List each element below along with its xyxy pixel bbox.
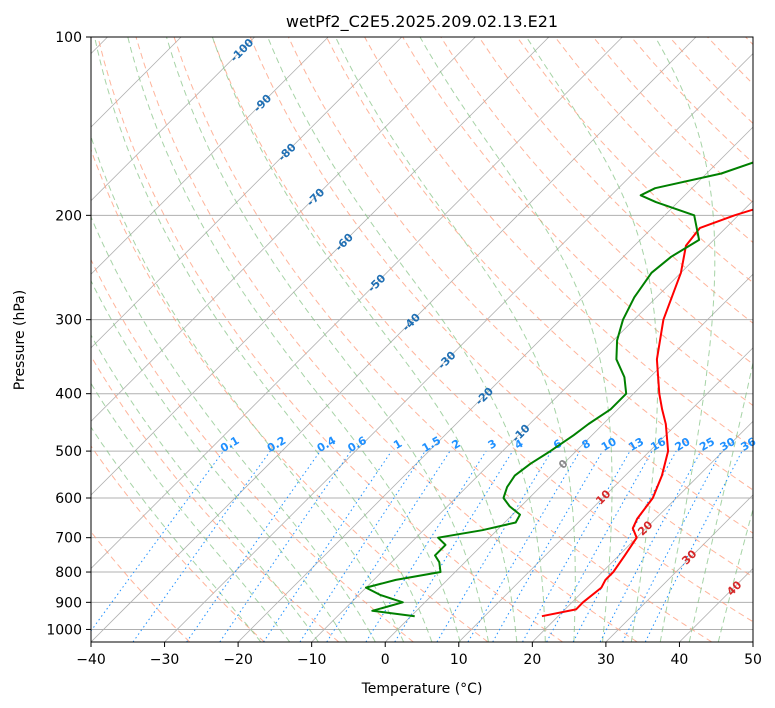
isotherm-line: [91, 37, 403, 349]
mixing-ratio-line: [326, 450, 451, 642]
isotherm-line: [164, 52, 753, 642]
moist-adiabat: [654, 37, 716, 642]
x-axis: −40 −30 −20 −10 0 10 20 30 40 50: [76, 642, 762, 668]
profiles: [365, 161, 753, 618]
isotherm-line: [384, 273, 753, 642]
dry-adiabat: [211, 37, 753, 623]
y-tick-label: 100: [55, 30, 82, 46]
dry-adiabat: [91, 258, 414, 642]
moist-adiabat: [94, 37, 433, 642]
x-tick-label: 20: [523, 652, 541, 668]
isotherm-line: [91, 37, 697, 642]
dry-adiabat: [287, 37, 753, 534]
isotherm-line: [605, 494, 753, 642]
y-tick-label: 1000: [46, 622, 82, 638]
moist-adiabat: [91, 334, 319, 642]
y-axis-label: Pressure (hPa): [12, 290, 28, 390]
y-tick-label: 400: [55, 387, 82, 403]
x-axis-label: Temperature (°C): [361, 681, 483, 697]
isotherm-line: [91, 37, 623, 570]
moist-adiabat: [688, 360, 753, 642]
mixing-ratio-line: [599, 450, 702, 642]
mixing-ratio-line: [572, 450, 677, 642]
dry-adiabat: [91, 445, 265, 642]
x-tick-label: −20: [223, 652, 253, 668]
y-tick-label: 700: [55, 531, 82, 547]
isotherm-line: [91, 37, 550, 496]
moist-adiabat: [91, 135, 405, 642]
y-axis: 100 200 300 400 500 600 700 800 900 1000: [46, 30, 91, 638]
dry-adiabat: [249, 37, 753, 578]
isotherm-line: [237, 126, 753, 642]
plot-background: [91, 37, 753, 642]
dewpoint-profile: [365, 161, 753, 618]
moist-adiabat: [91, 215, 376, 642]
y-tick-label: 500: [55, 444, 82, 460]
temperature-profile: [541, 208, 753, 618]
isotherm-line: [752, 641, 753, 642]
y-tick-label: 900: [55, 595, 82, 611]
moist-adiabat: [211, 37, 518, 642]
x-tick-label: −40: [76, 652, 106, 668]
background-lines: [91, 37, 753, 642]
mixing-ratio-line: [394, 450, 514, 642]
mixing-ratio-line: [467, 450, 581, 642]
moist-adiabat: [91, 426, 262, 642]
x-tick-label: −10: [297, 652, 327, 668]
plot-frame: [90, 36, 754, 643]
mixing-ratio-line: [365, 450, 487, 642]
y-tick-label: 200: [55, 208, 82, 224]
y-tick-label: 800: [55, 565, 82, 581]
dry-adiabat: [326, 37, 753, 491]
chart-title: wetPf2_C2E5.2025.209.02.13.E21: [286, 12, 558, 32]
isotherm-line: [458, 347, 753, 642]
dry-adiabat: [173, 37, 713, 642]
x-tick-label: 10: [450, 652, 468, 668]
moist-adiabat: [335, 37, 576, 642]
x-tick-label: 40: [671, 652, 689, 668]
isotherm-line: [91, 37, 255, 202]
mixing-ratio-line: [299, 450, 426, 642]
y-tick-label: 600: [55, 491, 82, 507]
moist-adiabat: [419, 37, 613, 642]
isotherm-line: [91, 37, 329, 275]
x-tick-label: 0: [381, 652, 390, 668]
x-tick-label: 30: [597, 652, 615, 668]
moist-adiabat: [127, 37, 461, 642]
moist-adiabat: [91, 382, 291, 642]
mixing-ratio-line: [436, 450, 552, 642]
isotherm-line: [91, 37, 476, 422]
moist-adiabat: [525, 37, 659, 642]
mixing-ratio-line: [263, 450, 392, 642]
moist-adiabat: [717, 507, 753, 642]
y-tick-label: 300: [55, 313, 82, 329]
mixing-ratio-line: [219, 450, 352, 642]
x-tick-label: −30: [150, 652, 180, 668]
x-tick-label: 50: [744, 652, 762, 668]
moist-adiabat: [166, 37, 489, 642]
mixing-ratio-line: [132, 450, 271, 642]
dry-adiabat: [97, 37, 563, 642]
mixing-ratio-line: [186, 450, 321, 642]
moist-adiabat: [267, 37, 546, 642]
